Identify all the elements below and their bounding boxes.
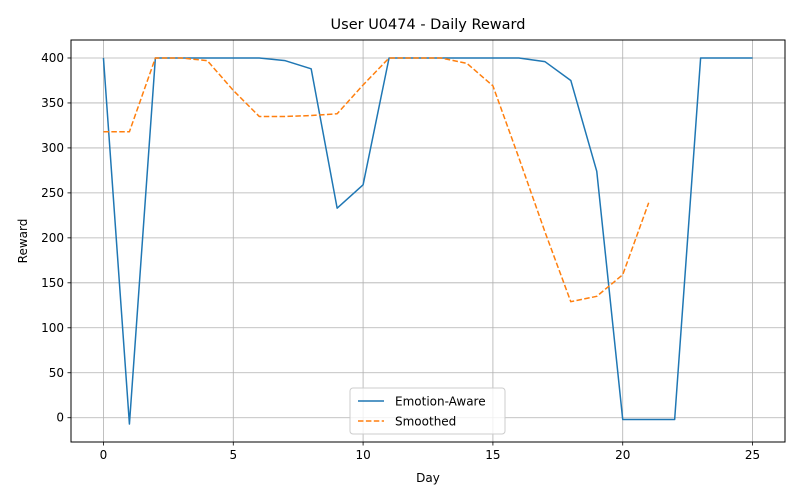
x-tick-label: 0 — [100, 448, 108, 462]
legend-label: Smoothed — [395, 415, 456, 429]
y-axis-title: Reward — [16, 219, 30, 264]
x-axis-title: Day — [416, 471, 440, 485]
y-tick-label: 100 — [41, 321, 64, 335]
legend: Emotion-Aware Smoothed — [349, 387, 506, 435]
chart-title: User U0474 - Daily Reward — [331, 17, 526, 33]
x-tick-label: 25 — [745, 448, 760, 462]
series-layer — [102, 57, 753, 425]
x-tick-label: 15 — [485, 448, 500, 462]
y-tick-label: 250 — [41, 186, 64, 200]
y-tick-label: 150 — [41, 276, 64, 290]
y-tick-label: 200 — [41, 231, 64, 245]
y-tick-label: 350 — [41, 96, 64, 110]
y-tick-label: 400 — [41, 51, 64, 65]
x-tick-label: 10 — [355, 448, 370, 462]
x-tick-label: 5 — [229, 448, 237, 462]
smoothed-series-line — [103, 57, 650, 303]
y-tick-label: 300 — [41, 141, 64, 155]
x-tick-label: 20 — [615, 448, 630, 462]
plot-frame — [70, 39, 786, 443]
legend-box — [349, 387, 506, 435]
legend-label: Emotion-Aware — [395, 395, 486, 409]
y-tick-label: 0 — [56, 411, 64, 425]
emotion-aware-series-line — [102, 57, 753, 425]
y-tick-label: 50 — [49, 366, 64, 380]
